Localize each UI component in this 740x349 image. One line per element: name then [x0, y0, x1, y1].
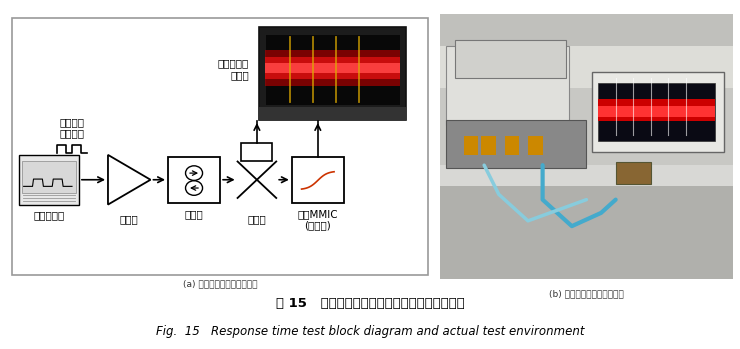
- Text: 图 15   响应时间测试组网示意图及实际测试环境: 图 15 响应时间测试组网示意图及实际测试环境: [275, 297, 465, 310]
- Bar: [292, 157, 344, 203]
- Bar: [259, 27, 406, 120]
- Bar: [22, 162, 76, 193]
- Text: 快上升沿
脉冲信号: 快上升沿 脉冲信号: [60, 117, 84, 138]
- Bar: [19, 155, 79, 205]
- Bar: [168, 157, 221, 203]
- Text: Fig.  15   Response time test block diagram and actual test environment: Fig. 15 Response time test block diagram…: [155, 325, 585, 338]
- Bar: [481, 136, 496, 155]
- Bar: [440, 165, 733, 186]
- Bar: [241, 143, 272, 162]
- Text: (a) 响应时间测试组网示意图: (a) 响应时间测试组网示意图: [183, 279, 258, 288]
- Bar: [505, 136, 519, 155]
- Text: 限幅MMIC
(待测件): 限幅MMIC (待测件): [297, 209, 338, 230]
- Bar: [259, 107, 406, 120]
- Bar: [265, 34, 400, 105]
- Text: 放大器: 放大器: [120, 215, 138, 224]
- Bar: [598, 99, 715, 121]
- Bar: [598, 106, 715, 117]
- Text: (b) 响应时间实验室测试环境: (b) 响应时间实验室测试环境: [549, 290, 624, 299]
- Bar: [464, 136, 478, 155]
- Text: 隔离器: 隔离器: [185, 209, 204, 219]
- Bar: [616, 163, 650, 184]
- Text: 耦合器: 耦合器: [247, 215, 266, 224]
- Text: 信号发生器: 信号发生器: [33, 210, 64, 221]
- Bar: [528, 136, 542, 155]
- Text: 快高速采样
示波器: 快高速采样 示波器: [218, 58, 249, 80]
